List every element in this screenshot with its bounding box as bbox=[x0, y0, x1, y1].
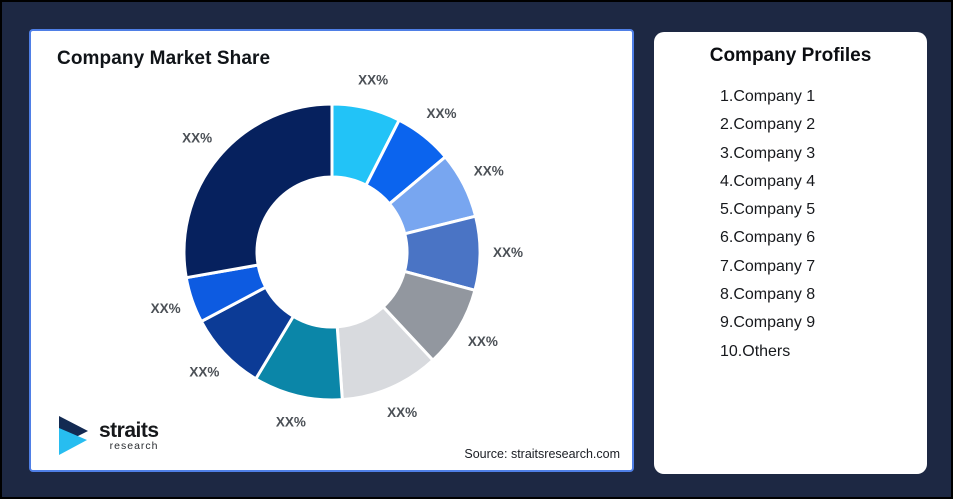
logo-subtitle: research bbox=[109, 439, 159, 452]
segment-label-4: XX% bbox=[493, 245, 523, 260]
company-profiles-card: Company Profiles 1.Company 1 2.Company 2 3… bbox=[654, 32, 927, 474]
company-list: 1.Company 1 2.Company 2 3.Company 3 4.Compa… bbox=[654, 83, 927, 366]
company-list-item: 2.Company 2 bbox=[720, 116, 816, 134]
market-share-card: XX% XX% XX% XX% XX% XX% XX% XX% XX% XX% Company M… bbox=[29, 29, 634, 472]
logo-arrow-icon bbox=[59, 416, 88, 455]
logo-cyan-chevron bbox=[59, 428, 87, 455]
segment-label-3: XX% bbox=[474, 164, 504, 179]
company-list-item: 1.Company 1 bbox=[720, 88, 816, 105]
company-list-item: 4.Company 4 bbox=[720, 172, 816, 190]
donut-chart: XX% XX% XX% XX% XX% XX% XX% XX% XX% XX% bbox=[151, 72, 523, 430]
donut-segment-10 bbox=[182, 102, 334, 280]
segment-label-9: XX% bbox=[151, 301, 181, 316]
segment-label-2: XX% bbox=[427, 106, 457, 121]
segment-label-6: XX% bbox=[387, 405, 417, 420]
company-list-item: 6.Company 6 bbox=[720, 229, 816, 247]
company-list-item: 8.Company 8 bbox=[720, 286, 816, 304]
logo-text: straits research bbox=[99, 418, 159, 452]
company-list-item: 9.Company 9 bbox=[720, 314, 816, 332]
segment-label-10: XX% bbox=[182, 130, 212, 145]
segment-label-7: XX% bbox=[276, 415, 306, 430]
company-list-item: 3.Company 3 bbox=[720, 144, 816, 162]
straits-research-logo: straits research bbox=[51, 413, 159, 459]
segment-label-5: XX% bbox=[468, 334, 498, 349]
company-list-item: 5.Company 5 bbox=[720, 201, 816, 219]
chart-title: Company Market Share bbox=[57, 48, 271, 69]
source-note: Source: straitsresearch.com bbox=[464, 447, 620, 461]
company-list-item: 10.Others bbox=[720, 342, 791, 360]
company-list-item: 7.Company 7 bbox=[720, 257, 816, 275]
segment-label-1: XX% bbox=[358, 72, 388, 87]
profiles-title: Company Profiles bbox=[709, 45, 872, 66]
segment-label-8: XX% bbox=[189, 365, 219, 380]
logo-name: straits bbox=[99, 418, 159, 442]
